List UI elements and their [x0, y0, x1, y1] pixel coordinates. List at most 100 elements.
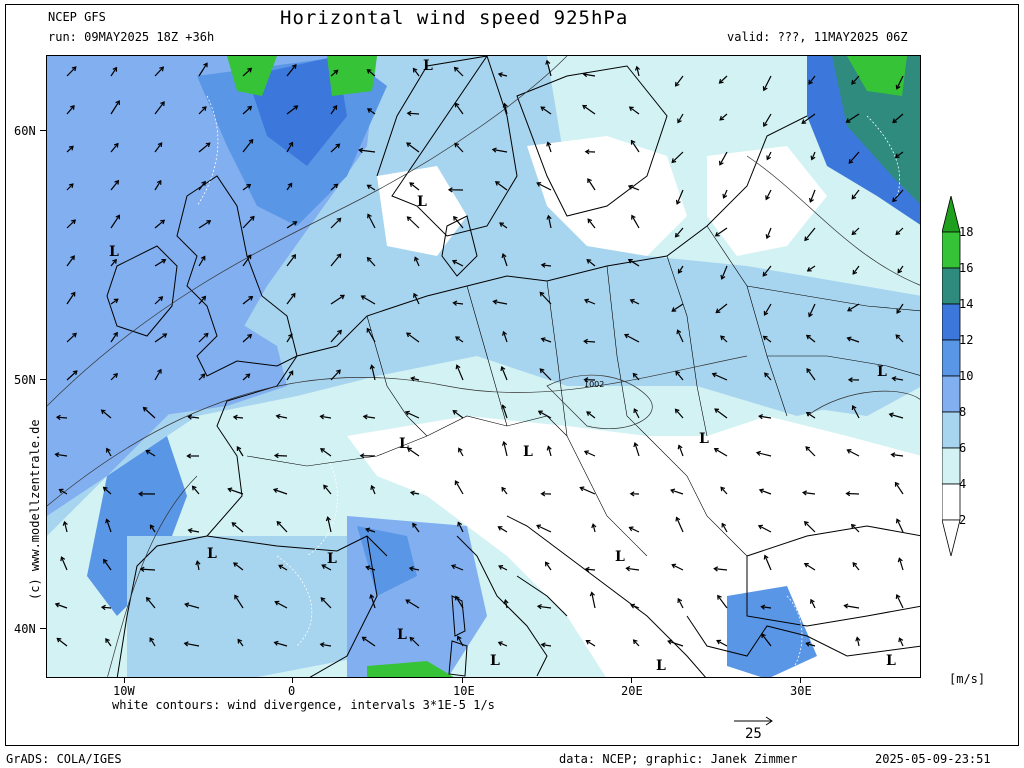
wind-arrow: [363, 415, 376, 419]
wind-arrow-head: [158, 296, 164, 301]
wind-arrow-head: [502, 330, 507, 336]
low-marker: L: [523, 444, 533, 460]
wind-arrow: [198, 106, 207, 115]
strong-wind-biscay: [87, 436, 187, 616]
wind-arrow: [631, 140, 640, 153]
wind-arrow: [371, 485, 376, 495]
wind-arrow-head: [892, 118, 897, 124]
vector-scale-label: 25: [745, 726, 762, 742]
wind-arrow-head: [845, 490, 851, 497]
wind-arrow: [66, 105, 75, 115]
wind-arrow-head: [630, 603, 636, 609]
wind-arrow-head: [450, 564, 457, 570]
wind-arrow: [409, 637, 420, 647]
wind-arrow: [631, 215, 640, 229]
colorbar-level-label: 10: [959, 369, 974, 383]
wind-arrow-head: [369, 364, 375, 370]
wind-arrow-head: [60, 556, 66, 562]
wind-arrow: [765, 189, 772, 200]
lon-tick: [800, 678, 801, 683]
wind-arrow: [846, 113, 860, 123]
wind-arrow-head: [452, 410, 458, 415]
wind-arrow: [714, 448, 728, 457]
lat-tick: [40, 628, 46, 629]
wind-arrow-head: [675, 370, 680, 376]
wind-arrow-head: [201, 295, 207, 301]
wind-arrow-head: [852, 562, 858, 567]
wind-arrow: [110, 298, 119, 305]
wind-arrow: [198, 373, 206, 381]
strong-wind-aegean: [727, 586, 817, 677]
wind-arrow: [495, 181, 508, 191]
wind-arrow: [60, 556, 68, 571]
wind-arrow: [856, 637, 860, 647]
wind-arrow: [503, 441, 508, 457]
wind-arrow-head: [287, 182, 293, 188]
wind-arrow-head: [206, 220, 212, 225]
wind-arrow: [198, 256, 206, 267]
wind-arrow-head: [453, 66, 459, 72]
wind-arrow: [66, 183, 74, 191]
wind-arrow-head: [183, 641, 189, 647]
wind-arrow-head: [674, 408, 680, 414]
wind-arrow-head: [674, 81, 680, 87]
wind-arrow-head: [894, 481, 900, 487]
wind-arrow-head: [248, 138, 254, 144]
wind-arrow-head: [100, 409, 106, 415]
wind-arrow-head: [358, 147, 364, 154]
wind-arrow: [847, 449, 860, 457]
wind-arrow-head: [452, 300, 458, 306]
wind-arrow-head: [586, 411, 592, 416]
wind-arrow-head: [58, 488, 64, 494]
wind-arrow-head: [846, 449, 852, 454]
wind-arrow: [330, 105, 337, 115]
wind-arrow: [409, 567, 420, 571]
wind-arrow-head: [291, 64, 297, 69]
wind-arrow: [330, 330, 342, 343]
wind-arrow-head: [409, 636, 415, 642]
wind-arrow-head: [457, 521, 463, 527]
wind-arrow: [453, 216, 464, 229]
wind-arrow: [286, 183, 293, 191]
wind-arrow: [804, 521, 816, 533]
wind-arrow-head: [591, 523, 597, 529]
wind-arrow: [66, 145, 74, 153]
wind-arrow-head: [336, 369, 341, 375]
wind-arrow-head: [195, 560, 201, 566]
wind-arrow: [851, 189, 860, 200]
wind-arrow-head: [246, 183, 252, 189]
wind-arrow: [407, 112, 420, 115]
wind-arrow: [275, 601, 288, 609]
wind-arrow: [103, 559, 112, 571]
wind-arrow-head: [245, 373, 251, 379]
wind-arrow-head: [896, 308, 902, 314]
wind-arrow-head: [321, 564, 327, 569]
wind-arrow-head: [846, 336, 852, 342]
wind-arrow: [806, 335, 816, 343]
wind-arrow-head: [186, 453, 192, 459]
wind-arrow: [498, 526, 508, 533]
colorbar-svg: [941, 195, 961, 557]
wind-arrow-head: [536, 604, 542, 610]
wind-arrow-head: [760, 604, 766, 610]
wind-arrow: [898, 558, 904, 571]
wind-arrow-head: [333, 69, 339, 75]
colorbar-box: [941, 339, 961, 377]
wind-arrow-head: [497, 641, 503, 647]
wind-arrow-head: [540, 262, 546, 268]
wind-arrow: [851, 75, 860, 85]
strong-wind-lion-gulf: [357, 526, 417, 596]
wind-arrow-head: [68, 183, 74, 189]
wind-arrow-head: [145, 449, 151, 455]
wind-arrow-head: [231, 522, 237, 527]
wind-arrow: [547, 446, 552, 457]
wind-arrow-head: [763, 554, 769, 560]
wind-arrow: [361, 295, 376, 305]
wind-arrow-head: [497, 72, 503, 78]
wind-arrow-head: [336, 217, 342, 223]
wind-arrow: [242, 373, 250, 381]
wind-arrow-head: [200, 255, 206, 261]
wind-arrow: [242, 216, 255, 229]
colorbar-level-label: 2: [959, 513, 967, 527]
wind-arrow-head: [670, 488, 676, 494]
